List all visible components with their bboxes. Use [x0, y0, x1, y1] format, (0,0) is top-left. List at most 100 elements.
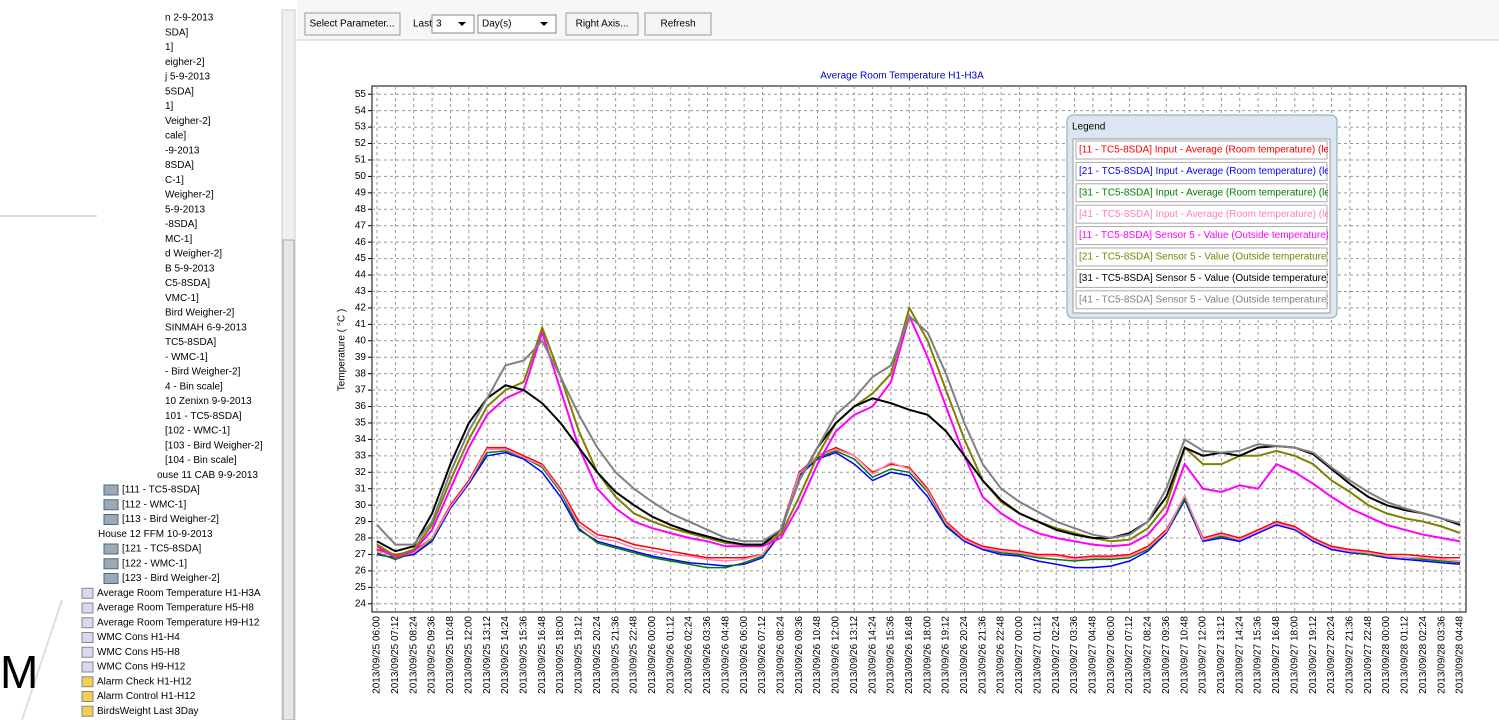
- y-tick-label: 44: [355, 270, 367, 281]
- decor-line: [21, 599, 63, 721]
- report-icon: [81, 691, 94, 702]
- toolbar: [297, 0, 1499, 40]
- x-tick-label: 2013/09/27 15:36: [1253, 616, 1264, 694]
- x-tick-label: 2013/09/27 00:00: [1014, 616, 1025, 694]
- legend-entry: [11 - TC5-8SDA] Sensor 5 - Value (Outsid…: [1079, 230, 1329, 241]
- x-tick-label: 2013/09/25 14:24: [500, 616, 511, 694]
- button-label: Refresh: [660, 19, 695, 30]
- x-tick-label: 2013/09/27 16:48: [1271, 616, 1282, 694]
- x-tick-label: 2013/09/27 13:12: [1216, 616, 1227, 694]
- x-tick-label: 2013/09/26 21:36: [977, 616, 988, 694]
- tree-item: d Weigher-2]: [165, 249, 222, 260]
- button[interactable]: [565, 12, 639, 36]
- x-tick-label: 2013/09/25 22:48: [629, 616, 640, 694]
- x-tick-label: 2013/09/27 20:24: [1326, 616, 1337, 694]
- tree-item: VMC-1]: [165, 293, 199, 304]
- x-tick-label: 2013/09/25 08:24: [408, 616, 419, 694]
- tree-item: C5-8SDA]: [165, 278, 210, 289]
- legend-cell: [1075, 247, 1328, 267]
- legend-items: [11 - TC5-8SDA] Input - Average (Room te…: [1075, 140, 1336, 310]
- tree-item: Veigher-2]: [165, 116, 211, 127]
- tree-item: eigher-2]: [165, 57, 205, 68]
- y-tick-label: 42: [355, 303, 367, 314]
- x-tick-label: 2013/09/27 04:48: [1088, 616, 1099, 694]
- report-icon: [81, 587, 94, 599]
- tree-item: - WMC-1]: [165, 352, 208, 363]
- tree-item: [104 - Bin scale]: [165, 455, 237, 466]
- x-tick-label: 2013/09/27 03:36: [1069, 616, 1080, 694]
- legend-entry: [31 - TC5-8SDA] Sensor 5 - Value (Outsid…: [1079, 273, 1330, 284]
- x-tick-label: 2013/09/27 02:24: [1051, 616, 1062, 694]
- tree-item: - Bird Weigher-2]: [165, 367, 241, 378]
- tree-item: MC-1]: [165, 234, 192, 245]
- tree-item: SDA]: [165, 27, 189, 38]
- tree-item: 8SDA]: [165, 160, 194, 171]
- y-tick-label: 25: [355, 582, 367, 593]
- unit-select[interactable]: [477, 14, 557, 34]
- y-tick-label: 24: [355, 598, 367, 609]
- tree-item: Weigher-2]: [165, 190, 214, 201]
- button-label: Select Parameter...: [309, 19, 394, 30]
- y-tick-label: 28: [355, 533, 367, 544]
- x-tick-label: 2013/09/27 10:48: [1179, 616, 1190, 694]
- tree-item: 1]: [165, 42, 174, 53]
- tree-item: WMC Cons H1-H4: [97, 632, 180, 643]
- tree-item: Average Room Temperature H1-H3A: [97, 588, 261, 599]
- tree-item: Bird Weigher-2]: [165, 308, 235, 319]
- side-letter: M: [0, 646, 38, 698]
- button[interactable]: [304, 12, 401, 36]
- count-select[interactable]: [431, 14, 475, 34]
- legend-cell: [1075, 140, 1328, 160]
- tree-item: 5-9-2013: [165, 204, 205, 215]
- tree-item: j 5-9-2013: [164, 72, 210, 83]
- y-tick-label: 51: [355, 155, 367, 166]
- y-tick-label: 40: [355, 335, 367, 346]
- y-tick-label: 47: [355, 220, 367, 231]
- x-tick-label: 2013/09/26 08:24: [775, 616, 786, 694]
- count: 3: [436, 19, 442, 30]
- report-icon: [81, 617, 94, 629]
- tree-item: [123 - Bird Weigher-2]: [122, 573, 220, 584]
- legend-cell: [1075, 268, 1328, 288]
- tree-item: 1]: [165, 101, 174, 112]
- x-tick-label: 2013/09/25 20:24: [592, 616, 603, 694]
- x-tick-label: 2013/09/26 22:48: [996, 616, 1007, 694]
- legend-entry: [41 - TC5-8SDA] Sensor 5 - Value (Outsid…: [1079, 294, 1330, 305]
- tree-item: [121 - TC5-8SDA]: [122, 544, 202, 555]
- y-tick-label: 53: [355, 122, 367, 133]
- legend-cell: [1075, 204, 1328, 224]
- legend-entry: [11 - TC5-8SDA] Input - Average (Room te…: [1079, 145, 1335, 156]
- y-tick-label: 41: [355, 319, 367, 330]
- legend-cell: [1075, 183, 1328, 203]
- y-tick-label: 37: [355, 385, 367, 396]
- series-line: [376, 314, 1461, 546]
- tree-item: Alarm Check H1-H12: [97, 676, 192, 687]
- tree-item: Average Room Temperature H9-H12: [97, 617, 260, 628]
- tree-item: -8SDA]: [165, 219, 197, 230]
- x-tick-label: 2013/09/26 16:48: [904, 616, 915, 694]
- tree-item: BirdsWeight Last 3Day: [97, 706, 199, 717]
- x-tick-label: 2013/09/27 06:00: [1106, 616, 1117, 694]
- x-tick-label: 2013/09/26 20:24: [959, 616, 970, 694]
- label: Last: [413, 19, 432, 30]
- x-tick-label: 2013/09/25 09:36: [427, 616, 438, 694]
- button[interactable]: [644, 12, 712, 36]
- x-tick-label: 2013/09/28 02:24: [1418, 616, 1429, 694]
- node-icon: [103, 543, 119, 555]
- tree-item: [122 - WMC-1]: [122, 558, 187, 569]
- tree-item: B 5-9-2013: [165, 263, 215, 274]
- legend-entry: [31 - TC5-8SDA] Input - Average (Room te…: [1079, 187, 1336, 198]
- report-icon: [81, 646, 94, 658]
- node-icon: [103, 499, 119, 511]
- y-tick-label: 48: [355, 204, 367, 215]
- tree-item: 10 Zenixn 9-9-2013: [165, 396, 252, 407]
- tree-item: [113 - Bird Weigher-2]: [122, 514, 219, 525]
- x-tick-label: 2013/09/28 00:00: [1381, 616, 1392, 694]
- legend-title: Legend: [1072, 122, 1105, 133]
- y-tick-label: 35: [355, 418, 367, 429]
- x-tick-label: 2013/09/26 07:12: [757, 616, 768, 694]
- scroll-thumb[interactable]: [282, 239, 295, 721]
- y-tick-label: 32: [355, 467, 367, 478]
